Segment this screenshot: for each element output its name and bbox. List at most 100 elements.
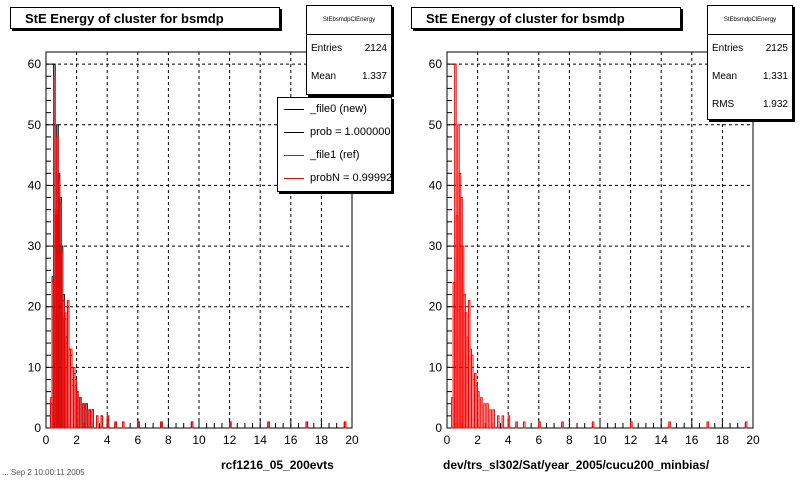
- y-tick-label: 20: [28, 300, 42, 314]
- y-tick-label: 50: [28, 118, 42, 132]
- stats-value: 1.331: [762, 71, 788, 82]
- x-tick-label: 18: [315, 433, 329, 447]
- legend-entry-file0: _file0 (new): [278, 98, 391, 121]
- x-tick-label: 10: [192, 433, 206, 447]
- stats-label: RMS: [712, 99, 735, 110]
- legend-entry-prob: prob = 1.000000: [278, 121, 391, 144]
- histogram-bin: [62, 300, 65, 429]
- stats-label: Mean: [311, 71, 337, 82]
- legend-label: prob = 1.000000: [310, 126, 391, 138]
- histogram-bin: [460, 197, 463, 429]
- legend-entry-file1: _file1 (ref): [278, 144, 391, 167]
- histogram-bin: [470, 354, 474, 429]
- histogram-bin: [160, 421, 163, 429]
- histogram-bin: [267, 421, 270, 429]
- stats-label: Entries: [712, 43, 744, 54]
- histogram-bin: [229, 421, 232, 429]
- histogram-bin: [489, 409, 492, 429]
- histogram-bin: [466, 336, 469, 429]
- histogram-bin: [591, 421, 595, 429]
- x-tick-label: 10: [593, 433, 607, 447]
- y-tick-label: 60: [28, 57, 42, 71]
- histogram-bin: [88, 409, 91, 429]
- histogram-bin: [66, 306, 70, 429]
- x-tick-label: 16: [284, 433, 298, 447]
- panel1-title-text: StE Energy of cluster for bsmdp: [25, 11, 224, 26]
- histogram-bin: [59, 203, 62, 429]
- panel1-stats-name: StEbsmdpClEnergy: [307, 6, 391, 35]
- x-tick-label: 2: [474, 433, 481, 447]
- histogram-bin: [507, 415, 511, 429]
- legend-line: [284, 109, 304, 110]
- histogram-bin: [57, 172, 61, 429]
- histogram-bin: [461, 245, 465, 429]
- y-tick-label: 10: [429, 360, 443, 374]
- histogram-bin: [137, 421, 140, 429]
- stats-value: 1.337: [361, 71, 387, 82]
- panel2-x-axis-title: dev/trs_sl302/Sat/year_2005/cucu200_minb…: [443, 458, 710, 472]
- x-tick-label: 6: [134, 433, 141, 447]
- y-tick-label: 0: [435, 421, 442, 435]
- histogram-bin: [122, 421, 125, 429]
- y-tick-label: 0: [34, 421, 41, 435]
- histogram-bin: [82, 403, 85, 429]
- histogram-bin: [477, 391, 480, 429]
- stats-value: 2125: [765, 43, 788, 54]
- stats-label: Entries: [311, 43, 343, 54]
- histogram-bin: [66, 300, 70, 429]
- histogram-bin: [137, 421, 140, 429]
- histogram-bin: [114, 421, 117, 429]
- legend-label: _file0 (new): [310, 103, 367, 115]
- histogram-bin: [56, 124, 59, 429]
- histogram-bin: [69, 354, 73, 429]
- legend-line: [284, 155, 304, 156]
- histogram-bin: [229, 421, 232, 429]
- histogram-bin: [114, 421, 117, 429]
- histogram-bin: [57, 178, 61, 429]
- histogram-bin: [561, 421, 564, 429]
- histogram-bin: [480, 397, 483, 429]
- histogram-bin: [190, 421, 194, 429]
- histogram-bin: [122, 421, 125, 429]
- y-tick-label: 30: [429, 239, 443, 253]
- x-tick-label: 4: [505, 433, 512, 447]
- histogram-bin: [463, 294, 466, 429]
- histogram-bin: [100, 415, 104, 429]
- panel1-x-axis-title: rcf1216_05_200evts: [221, 458, 334, 472]
- panel1-stats-mean: Mean 1.337: [307, 63, 391, 91]
- histogram-bin: [95, 415, 99, 429]
- histogram-bin: [60, 245, 64, 429]
- histogram-bin: [451, 397, 454, 429]
- legend-line: [284, 132, 304, 133]
- stats-value: 1.932: [762, 99, 788, 110]
- histogram-bin: [267, 421, 270, 429]
- panel2-title: StE Energy of cluster for bsmdp: [411, 7, 681, 29]
- histogram-bin: [53, 75, 56, 429]
- footer-timestamp: ... Sep 2 10:00:11 2005: [2, 468, 85, 477]
- histogram-bin: [343, 421, 347, 429]
- histogram-bin: [523, 421, 526, 429]
- histogram-bin: [79, 397, 82, 429]
- histogram-bin: [305, 421, 309, 429]
- histogram-bin: [483, 403, 486, 429]
- histogram-bin: [54, 209, 58, 429]
- x-tick-label: 20: [746, 433, 760, 447]
- histogram-bin: [82, 403, 85, 429]
- histogram-bin: [744, 421, 748, 429]
- histogram-bin: [68, 354, 71, 429]
- histogram-bin: [305, 421, 309, 429]
- histogram-bin: [501, 415, 505, 429]
- y-tick-label: 20: [429, 300, 443, 314]
- x-tick-label: 0: [43, 433, 50, 447]
- histogram-bin: [51, 281, 55, 429]
- histogram-bin: [50, 397, 53, 429]
- histogram-bin: [668, 421, 671, 429]
- histogram-bin: [76, 391, 79, 429]
- x-tick-label: 18: [716, 433, 730, 447]
- panel1-stats-box: StEbsmdpClEnergy Entries 2124 Mean 1.337: [306, 5, 392, 95]
- x-tick-label: 8: [165, 433, 172, 447]
- histogram-bin: [68, 348, 71, 429]
- histogram-bin: [455, 215, 459, 429]
- histogram-bin: [63, 312, 67, 429]
